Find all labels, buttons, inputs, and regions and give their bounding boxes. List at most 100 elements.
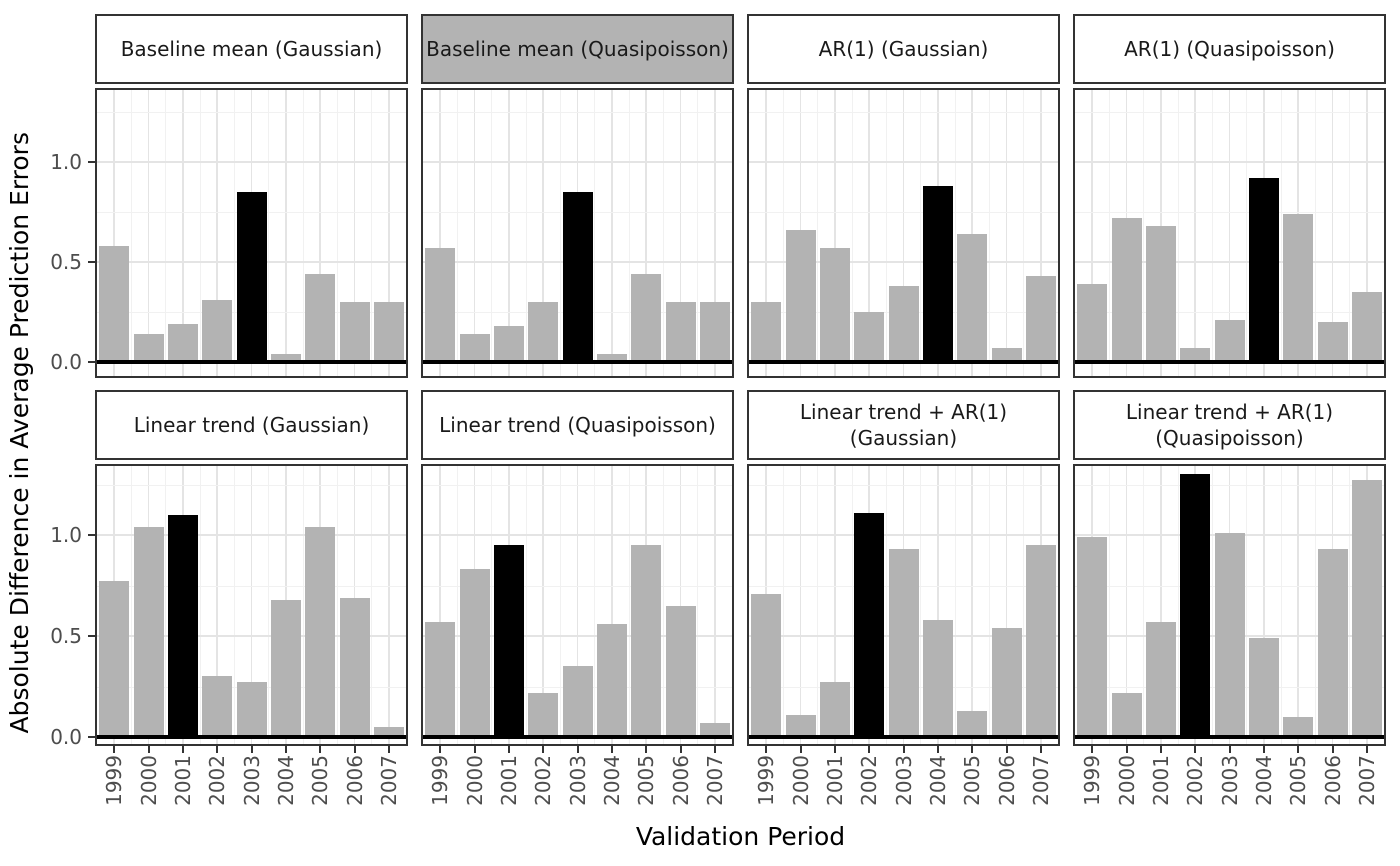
gridline-vertical-major [834,466,836,744]
bar [493,326,524,362]
x-axis-tick [610,746,613,753]
gridline-vertical-major [1005,90,1008,376]
x-axis-tick-label: 2004 [273,755,298,806]
facet-strip-label: Baseline mean (Gaussian) [120,37,383,61]
bar [1317,322,1348,362]
x-axis-tick [799,746,802,753]
gridline-vertical-minor [954,90,956,376]
gridline-vertical-minor [628,466,630,744]
bar [167,324,198,362]
x-axis-tick [576,746,579,753]
x-axis-tick [542,746,545,753]
y-axis-tick [88,161,95,163]
y-axis-tick [88,361,95,363]
y-axis-tick-label: 0.0 [50,350,82,374]
x-axis-tick-label: 2001 [170,755,195,806]
gridline-horizontal-major [749,261,1058,263]
x-axis-tick-label: 2000 [462,755,487,806]
x-axis-tick [713,746,716,753]
facet-panel [747,464,1060,746]
gridline-vertical-minor [1246,466,1248,744]
facet-strip: AR(1) (Quasipoisson) [1073,14,1386,84]
gridline-vertical-minor [594,466,596,744]
gridline-vertical-minor [988,466,990,744]
gridline-vertical-major [182,90,184,376]
x-axis-tick [868,746,871,753]
gridline-vertical-major [542,466,544,744]
x-axis-tick-label: 2000 [788,755,813,806]
gridline-horizontal-minor [749,484,1058,486]
y-axis-tick-label: 0.5 [50,250,82,274]
bar [99,581,130,737]
x-axis-tick [1125,746,1128,753]
gridline-vertical-minor [491,90,493,376]
gridline-vertical-major [1297,466,1299,744]
gridline-vertical-minor [920,90,922,376]
bar [699,302,730,362]
gridline-vertical-minor [130,90,132,376]
facet-strip: Baseline mean (Gaussian) [95,14,408,84]
bar-highlighted [236,192,267,362]
x-axis-tick-label: 2007 [1028,755,1053,806]
gridline-vertical-major [439,90,441,376]
x-axis-tick [833,746,836,753]
gridline-vertical-minor [1023,466,1025,744]
x-axis-tick-label: 2005 [308,755,333,806]
gridline-vertical-minor [1177,90,1179,376]
gridline-vertical-major [319,90,321,376]
x-axis-tick [1005,746,1008,753]
gridline-vertical-major [1091,90,1093,376]
gridline-vertical-minor [1280,90,1282,376]
bar [133,334,164,362]
x-axis-tick [971,746,974,753]
bar [785,714,816,737]
facet-strip: Linear trend (Quasipoisson) [421,390,734,460]
gridline-vertical-minor [628,90,630,376]
bar [699,722,730,737]
x-axis-tick [387,746,390,753]
bar [922,619,953,737]
gridline-vertical-minor [1211,466,1213,744]
bar [459,569,490,737]
x-axis-tick-label: 1999 [754,755,779,806]
bar [339,302,370,362]
gridline-horizontal-major [749,161,1058,163]
y-axis-tick-label: 0.0 [50,725,82,749]
facet-strip-label: Baseline mean (Quasipoisson) [426,37,729,61]
x-axis-tick [1194,746,1197,753]
x-axis-tick-label: 2002 [857,755,882,806]
gridline-vertical-minor [336,466,338,744]
x-axis-tick-label: 2003 [891,755,916,806]
gridline-vertical-minor [130,466,132,744]
gridline-vertical-minor [817,466,819,744]
bar [305,274,336,362]
gridline-vertical-major [216,90,218,376]
x-axis-tick [936,746,939,753]
bar [631,274,662,362]
bar [459,334,490,362]
bar [270,354,301,362]
facet-strip: Linear trend (Gaussian) [95,390,408,460]
x-axis-tick [250,746,253,753]
bar [425,621,456,737]
gridline-horizontal-major [1075,161,1384,163]
x-axis-tick [473,746,476,753]
x-axis-tick-label: 2007 [702,755,727,806]
gridline-horizontal-major [97,161,406,163]
bar [1077,537,1108,737]
bar [1351,480,1382,737]
bar [631,545,662,737]
gridline-vertical-major [353,90,356,376]
gridline-vertical-major [473,90,476,376]
gridline-vertical-minor [1314,466,1316,744]
bar [373,302,404,362]
gridline-vertical-minor [336,90,338,376]
x-axis-tick [1091,746,1094,753]
gridline-vertical-major [250,466,253,744]
x-axis-tick [1228,746,1231,753]
bar [1317,549,1348,737]
facet-strip-label: AR(1) (Gaussian) [818,37,989,61]
bar [991,348,1022,362]
x-axis-tick-label: 2006 [994,755,1019,806]
gridline-vertical-minor [1143,90,1145,376]
